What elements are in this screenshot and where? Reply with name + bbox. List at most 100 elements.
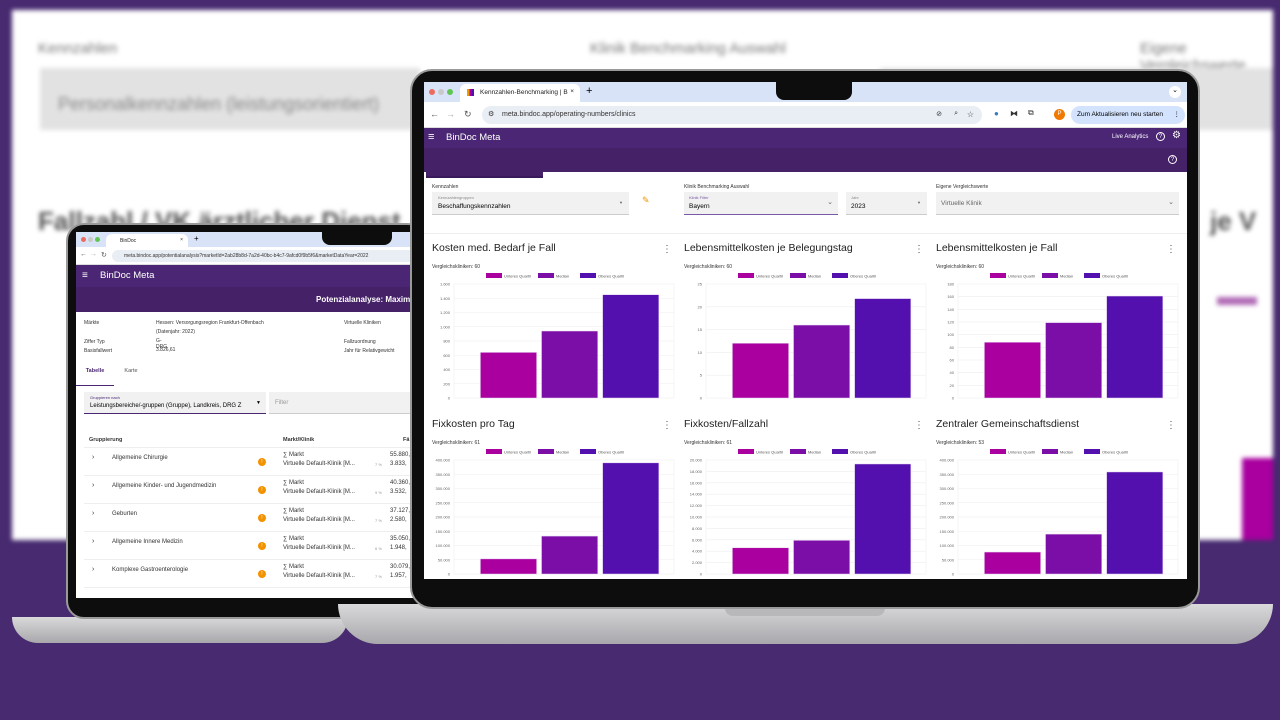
legend-label[interactable]: Median	[556, 274, 569, 279]
info-warning-icon[interactable]: !	[258, 486, 266, 494]
virtuelle-klinik-select[interactable]: Virtuelle Klinik ⌄	[936, 192, 1179, 215]
more-vert-icon[interactable]: ⋮	[1166, 420, 1176, 431]
reload-icon[interactable]: ↻	[101, 252, 107, 259]
legend-label[interactable]: Unteres Quartil	[504, 450, 531, 455]
bar-median[interactable]	[793, 324, 850, 399]
bar-oberes-quartil[interactable]	[602, 294, 660, 399]
legend-swatch[interactable]	[580, 273, 596, 278]
legend-swatch[interactable]	[1042, 273, 1058, 278]
table-row[interactable]: › Allgemeine Kinder- und Jugendmedizin! ∑ …	[84, 476, 416, 504]
more-vert-icon[interactable]: ⋮	[914, 420, 924, 431]
browser-tab[interactable]: BinDoc ×	[106, 234, 188, 247]
address-bar[interactable]: ⚙ meta.bindoc.app/operating-numbers/clin…	[482, 106, 982, 124]
legend-swatch[interactable]	[538, 449, 554, 454]
eye-off-icon[interactable]: ⊘	[936, 111, 942, 118]
legend-label[interactable]: Oberes Quartil	[1102, 274, 1128, 279]
legend-label[interactable]: Median	[808, 450, 821, 455]
klinik-filter-select[interactable]: Klinik Filter Bayern ⌄	[684, 192, 838, 215]
jahr-select[interactable]: Jahr 2023 ▼	[846, 192, 927, 215]
bar-oberes-quartil[interactable]	[854, 463, 912, 575]
forward-icon[interactable]: →	[446, 109, 455, 119]
bar-unteres-quartil[interactable]	[732, 343, 789, 399]
tab-tabelle[interactable]: Tabelle	[76, 368, 114, 386]
new-tab-icon[interactable]: +	[194, 234, 199, 243]
bar-median[interactable]	[1045, 533, 1102, 575]
legend-label[interactable]: Median	[556, 450, 569, 455]
expand-chevron-icon[interactable]: ›	[92, 510, 95, 517]
reload-icon[interactable]: ↻	[464, 109, 472, 119]
extension-icon[interactable]: ●	[994, 109, 999, 118]
page-help-icon[interactable]: ?	[1168, 155, 1177, 164]
bar-unteres-quartil[interactable]	[480, 558, 537, 575]
more-vert-icon[interactable]: ⋮	[914, 244, 924, 255]
update-browser-button[interactable]: Zum Aktualisieren neu starten ⋮	[1071, 106, 1185, 124]
back-icon[interactable]: ←	[80, 251, 87, 258]
legend-label[interactable]: Median	[1060, 274, 1073, 279]
profile-avatar[interactable]: P	[1054, 109, 1065, 120]
back-icon[interactable]: ←	[430, 109, 439, 119]
legend-label[interactable]: Unteres Quartil	[756, 450, 783, 455]
help-icon[interactable]: ?	[1156, 132, 1165, 141]
legend-swatch[interactable]	[538, 273, 554, 278]
bookmark-star-icon[interactable]: ☆	[966, 110, 974, 119]
bar-median[interactable]	[1045, 322, 1102, 399]
legend-swatch[interactable]	[790, 449, 806, 454]
legend-swatch[interactable]	[580, 449, 596, 454]
tab-search-icon[interactable]: ⌄	[1169, 86, 1181, 98]
table-row[interactable]: › Allgemeine Innere Medizin! ∑ Markt Virtue…	[84, 532, 416, 560]
legend-label[interactable]: Unteres Quartil	[504, 274, 531, 279]
info-warning-icon[interactable]: !	[258, 542, 266, 550]
live-analytics-link[interactable]: Live Analytics	[1112, 134, 1149, 140]
extensions-puzzle-icon[interactable]: ⧉	[1028, 108, 1034, 117]
filter-input[interactable]: Filter	[269, 392, 416, 414]
kennzahlengruppen-select[interactable]: Kennzahlengruppen Beschaffungskennzahlen…	[432, 192, 629, 215]
expand-chevron-icon[interactable]: ›	[92, 566, 95, 573]
legend-label[interactable]: Median	[1060, 450, 1073, 455]
group-by-select[interactable]: Gruppieren nach Leistungsbereiche/-grupp…	[84, 392, 266, 414]
legend-swatch[interactable]	[486, 449, 502, 454]
info-warning-icon[interactable]: !	[258, 458, 266, 466]
close-tab-icon[interactable]: ×	[180, 237, 183, 243]
legend-label[interactable]: Unteres Quartil	[1008, 274, 1035, 279]
legend-label[interactable]: Oberes Quartil	[598, 450, 624, 455]
legend-swatch[interactable]	[832, 449, 848, 454]
legend-swatch[interactable]	[738, 449, 754, 454]
legend-label[interactable]: Oberes Quartil	[850, 274, 876, 279]
legend-swatch[interactable]	[738, 273, 754, 278]
info-warning-icon[interactable]: !	[258, 570, 266, 578]
expand-chevron-icon[interactable]: ›	[92, 482, 95, 489]
bar-oberes-quartil[interactable]	[854, 298, 912, 399]
legend-swatch[interactable]	[1084, 273, 1100, 278]
bar-median[interactable]	[793, 540, 850, 575]
bar-median[interactable]	[541, 535, 598, 575]
legend-label[interactable]: Oberes Quartil	[850, 450, 876, 455]
bar-unteres-quartil[interactable]	[984, 551, 1041, 575]
bar-unteres-quartil[interactable]	[732, 547, 789, 575]
legend-swatch[interactable]	[1042, 449, 1058, 454]
new-tab-icon[interactable]: +	[586, 85, 593, 97]
bar-median[interactable]	[541, 330, 598, 399]
legend-swatch[interactable]	[832, 273, 848, 278]
expand-chevron-icon[interactable]: ›	[92, 454, 95, 461]
browser-tab[interactable]: Kennzahlen-Benchmarking | B ×	[460, 84, 580, 102]
forward-icon[interactable]: →	[90, 251, 97, 258]
legend-label[interactable]: Unteres Quartil	[1008, 450, 1035, 455]
info-warning-icon[interactable]: !	[258, 514, 266, 522]
settings-gear-icon[interactable]: ⚙	[1172, 130, 1181, 141]
table-row[interactable]: › Allgemeine Chirurgie! ∑ Markt Virtuelle D…	[84, 448, 416, 476]
more-vert-icon[interactable]: ⋮	[1166, 244, 1176, 255]
more-vert-icon[interactable]: ⋮	[662, 244, 672, 255]
legend-label[interactable]: Median	[808, 274, 821, 279]
menu-icon[interactable]: ≡	[82, 270, 88, 281]
address-bar[interactable]: meta.bindoc.app/potentialanalysis?market…	[112, 250, 416, 262]
table-row[interactable]: › Geburten! ∑ Markt Virtuelle Default-Klini…	[84, 504, 416, 532]
legend-swatch[interactable]	[790, 273, 806, 278]
bar-oberes-quartil[interactable]	[1106, 295, 1164, 399]
legend-label[interactable]: Oberes Quartil	[598, 274, 624, 279]
legend-swatch[interactable]	[1084, 449, 1100, 454]
extension-icon[interactable]: ⧓	[1010, 109, 1018, 118]
legend-label[interactable]: Oberes Quartil	[1102, 450, 1128, 455]
expand-chevron-icon[interactable]: ›	[92, 538, 95, 545]
zoom-icon[interactable]: ⌕	[954, 110, 958, 117]
legend-label[interactable]: Unteres Quartil	[756, 274, 783, 279]
